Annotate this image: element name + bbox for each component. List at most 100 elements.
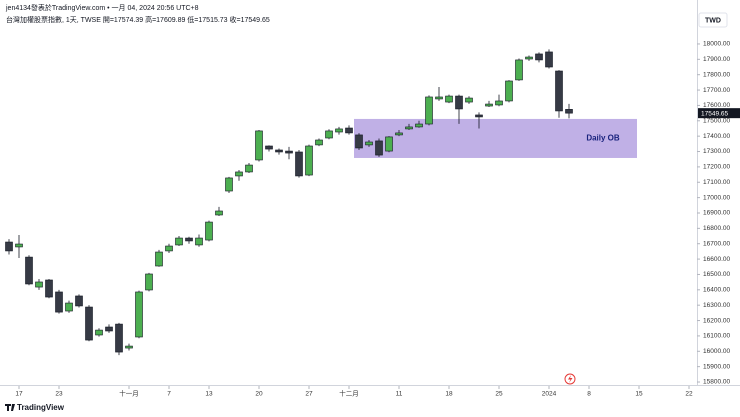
candle-body	[155, 251, 163, 267]
x-tick-label: 18	[445, 391, 453, 398]
candle-body	[495, 100, 503, 106]
y-tick-label: 16100.00	[703, 333, 730, 340]
candle-body	[75, 295, 83, 307]
x-tick-label: 11	[396, 391, 403, 398]
candle-body	[225, 177, 233, 192]
candle-body	[555, 70, 563, 112]
event-icon[interactable]	[564, 373, 576, 385]
candle-body	[355, 134, 363, 149]
y-tick-label: 16700.00	[703, 240, 730, 247]
currency: TWD	[705, 17, 721, 24]
candle-body	[195, 237, 203, 246]
candle-body	[105, 326, 113, 332]
candle-body	[385, 136, 393, 152]
brand-name: TradingView	[17, 403, 65, 412]
last-price-label: 17549.65	[701, 110, 728, 117]
candle-body	[165, 245, 173, 252]
y-tick-label: 16400.00	[703, 287, 730, 294]
candle-body	[55, 291, 63, 313]
y-tick-label: 17200.00	[703, 164, 730, 171]
candle-body	[45, 279, 53, 298]
candle-body	[525, 56, 533, 60]
y-tick-label: 16000.00	[703, 348, 730, 355]
x-tick-label: 2024	[542, 391, 557, 398]
brand-logo	[5, 404, 15, 411]
candle-body	[175, 237, 183, 246]
x-tick-label: 十二月	[339, 389, 359, 398]
y-tick-label: 17400.00	[703, 133, 730, 140]
candle-body	[215, 210, 223, 216]
currency-box[interactable]	[698, 12, 728, 28]
candle-body	[285, 150, 293, 154]
candle-body	[345, 127, 353, 134]
y-tick-label: 16500.00	[703, 271, 730, 278]
candle-body	[515, 59, 523, 81]
candle-body	[485, 103, 493, 107]
candle-body	[235, 171, 243, 177]
candle-body	[305, 145, 313, 176]
y-tick-label: 17900.00	[703, 56, 730, 63]
candle-body	[395, 132, 403, 136]
candle-body	[505, 80, 513, 102]
candle-body	[245, 164, 253, 173]
candle-body	[25, 256, 33, 285]
x-tick-label: 15	[635, 391, 643, 398]
y-tick-label: 16600.00	[703, 256, 730, 263]
y-tick-label: 16200.00	[703, 317, 730, 324]
event-icon-bolt	[568, 375, 573, 383]
y-tick-label: 17300.00	[703, 148, 730, 155]
candle-body	[255, 130, 263, 161]
chart-title: jen4134發表於TradingView.com • 一月 04, 2024 …	[5, 3, 199, 12]
order-block-label: Daily OB	[586, 134, 620, 143]
candle-body	[145, 273, 153, 291]
candle-body	[315, 139, 323, 146]
candle-body	[455, 95, 463, 110]
x-tick-label: 十一月	[119, 389, 139, 398]
candle-body	[415, 123, 423, 128]
y-tick-label: 15900.00	[703, 363, 730, 370]
x-tick-label: 13	[205, 391, 213, 398]
x-tick-label: 23	[55, 391, 63, 398]
candle-body	[435, 96, 443, 100]
x-tick-label: 7	[167, 391, 171, 398]
x-tick-label: 20	[255, 391, 263, 398]
x-tick-label: 17	[15, 391, 23, 398]
y-tick-label: 16300.00	[703, 302, 730, 309]
candle-body	[265, 145, 273, 150]
candle-body	[15, 243, 23, 248]
candle-body	[35, 281, 43, 288]
candle-body	[115, 323, 123, 353]
y-tick-label: 16900.00	[703, 210, 730, 217]
candle-body	[205, 221, 213, 241]
candle-body	[465, 97, 473, 103]
candle-body	[95, 329, 103, 336]
y-tick-label: 17700.00	[703, 87, 730, 94]
candle-body	[85, 306, 93, 341]
last-price-tag	[698, 108, 740, 119]
y-tick-label: 17500.00	[703, 118, 730, 125]
candle-body	[275, 149, 283, 153]
y-tick-label: 17600.00	[703, 102, 730, 109]
candle-body	[535, 53, 543, 61]
candle-body	[5, 241, 13, 252]
candle-body	[405, 126, 413, 130]
order-block	[354, 118, 637, 158]
x-tick-label: 22	[685, 391, 693, 398]
candle-body	[295, 151, 303, 177]
y-tick-label: 15800.00	[703, 379, 730, 386]
candle-body	[125, 345, 133, 349]
y-tick-label: 17800.00	[703, 71, 730, 78]
y-tick-label: 17100.00	[703, 179, 730, 186]
candle-body	[365, 141, 373, 146]
plot-area: Daily OB	[5, 49, 637, 356]
chart-subtitle: 台灣加權股票指數, 1天, TWSE 開=17574.39 高=17609.89…	[6, 15, 270, 24]
x-tick-label: 27	[305, 391, 313, 398]
candle-body	[185, 237, 193, 242]
candle-body	[335, 128, 343, 133]
x-tick-label: 25	[495, 391, 503, 398]
candle-body	[565, 109, 573, 114]
x-tick-label: 8	[587, 391, 591, 398]
candle-body	[65, 302, 73, 312]
